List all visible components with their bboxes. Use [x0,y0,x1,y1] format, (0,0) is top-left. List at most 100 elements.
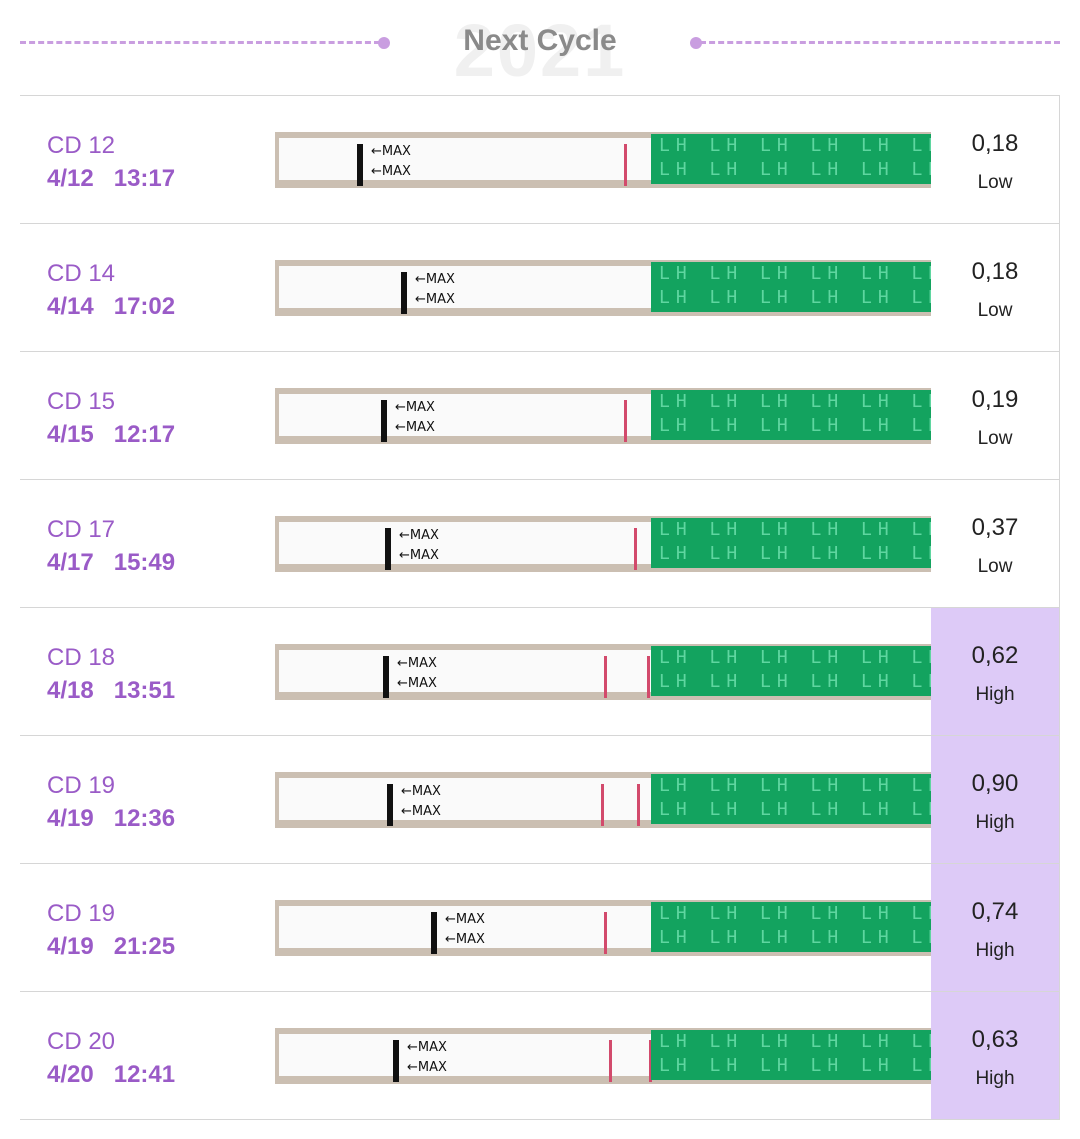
strip-max-mark [401,272,407,314]
test-datetime: 4/17 15:49 [47,549,176,576]
test-row[interactable]: CD 20 4/20 12:41 ←MAX ←MAX LH LH LH LH L… [20,992,1060,1120]
strip-lh-text: LH LH LH LH LH LH LH [659,287,931,308]
strip-max-label: ←MAX [415,272,455,287]
strip-lh-text: LH LH LH LH LH LH LH [659,543,931,564]
lh-value: 0,18 [971,258,1019,285]
cycle-day: CD 20 [47,1028,116,1055]
cycle-day: CD 19 [47,900,116,927]
result-cell: 0,18 Low [931,224,1059,351]
test-strip-photo[interactable]: ←MAX ←MAX LH LH LH LH LH LH LH LH LH LH … [275,772,931,828]
strip-lh-text: LH LH LH LH LH LH LH [659,799,931,820]
strip-lh-text: LH LH LH LH LH LH LH [659,775,931,796]
cycle-day: CD 15 [47,388,116,415]
test-row[interactable]: CD 15 4/15 12:17 ←MAX ←MAX LH LH LH LH L… [20,352,1060,480]
test-row[interactable]: CD 19 4/19 12:36 ←MAX ←MAX LH LH LH LH L… [20,736,1060,864]
test-line-mark [604,656,607,698]
strip-max-mark [387,784,393,826]
result-cell: 0,63 High [931,992,1059,1119]
strip-max-label: ←MAX [371,164,411,179]
strip-body: ←MAX ←MAX [279,650,659,698]
lh-level: Low [977,300,1013,321]
lh-level: High [975,812,1015,833]
test-line-mark [624,400,627,442]
strip-body: ←MAX ←MAX [279,394,659,442]
test-line-mark [649,1040,652,1082]
lh-value: 0,74 [971,898,1019,925]
strip-body: ←MAX ←MAX [279,906,659,954]
test-strip-photo[interactable]: ←MAX ←MAX LH LH LH LH LH LH LH LH LH LH … [275,516,931,572]
cycle-day: CD 12 [47,132,116,159]
result-cell: 0,19 Low [931,352,1059,479]
strip-max-label: ←MAX [415,292,455,307]
strip-max-label: ←MAX [445,932,485,947]
strip-max-label: ←MAX [407,1060,447,1075]
cycle-header: 2021 Next Cycle [0,0,1080,96]
test-strip-photo[interactable]: ←MAX ←MAX LH LH LH LH LH LH LH LH LH LH … [275,388,931,444]
divider-left [20,41,380,44]
test-strip-photo[interactable]: ←MAX ←MAX LH LH LH LH LH LH LH LH LH LH … [275,644,931,700]
strip-body: ←MAX ←MAX [279,778,659,826]
test-row[interactable]: CD 18 4/18 13:51 ←MAX ←MAX LH LH LH LH L… [20,608,1060,736]
strip-lh-band: LH LH LH LH LH LH LH LH LH LH LH LH LH L… [651,1030,931,1080]
strip-max-mark [393,1040,399,1082]
strip-lh-band: LH LH LH LH LH LH LH LH LH LH LH LH LH L… [651,902,931,952]
cycle-day: CD 18 [47,644,116,671]
result-cell: 0,37 Low [931,480,1059,607]
test-list: CD 12 4/12 13:17 ←MAX ←MAX LH LH LH LH L… [20,95,1060,1120]
strip-max-label: ←MAX [397,656,437,671]
strip-lh-text: LH LH LH LH LH LH LH [659,415,931,436]
test-row[interactable]: CD 14 4/14 17:02 ←MAX ←MAX LH LH LH LH L… [20,224,1060,352]
strip-max-label: ←MAX [371,144,411,159]
strip-max-mark [431,912,437,954]
cycle-day: CD 19 [47,772,116,799]
test-row[interactable]: CD 17 4/17 15:49 ←MAX ←MAX LH LH LH LH L… [20,480,1060,608]
lh-value: 0,62 [971,642,1019,669]
test-row[interactable]: CD 19 4/19 21:25 ←MAX ←MAX LH LH LH LH L… [20,864,1060,992]
strip-max-label: ←MAX [401,784,441,799]
lh-value: 0,63 [971,1026,1019,1053]
cycle-day: CD 14 [47,260,116,287]
strip-lh-band: LH LH LH LH LH LH LH LH LH LH LH LH LH L… [651,390,931,440]
strip-lh-text: LH LH LH LH LH LH LH [659,519,931,540]
strip-max-label: ←MAX [399,548,439,563]
test-strip-photo[interactable]: ←MAX ←MAX LH LH LH LH LH LH LH LH LH LH … [275,260,931,316]
test-strip-photo[interactable]: ←MAX ←MAX LH LH LH LH LH LH LH LH LH LH … [275,900,931,956]
strip-max-mark [381,400,387,442]
test-row[interactable]: CD 12 4/12 13:17 ←MAX ←MAX LH LH LH LH L… [20,96,1060,224]
strip-lh-text: LH LH LH LH LH LH LH [659,927,931,948]
strip-lh-band: LH LH LH LH LH LH LH LH LH LH LH LH LH L… [651,774,931,824]
test-datetime: 4/14 17:02 [47,293,176,320]
strip-max-mark [385,528,391,570]
lh-level: High [975,940,1015,961]
strip-max-label: ←MAX [401,804,441,819]
lh-level: Low [977,556,1013,577]
test-datetime: 4/20 12:41 [47,1061,176,1088]
test-datetime: 4/12 13:17 [47,165,176,192]
strip-max-label: ←MAX [407,1040,447,1055]
strip-lh-text: LH LH LH LH LH LH LH [659,1031,931,1052]
test-line-mark [609,1040,612,1082]
test-line-mark [637,784,640,826]
test-datetime: 4/19 12:36 [47,805,176,832]
lh-level: High [975,1068,1015,1089]
strip-lh-band: LH LH LH LH LH LH LH LH LH LH LH LH LH L… [651,518,931,568]
strip-lh-band: LH LH LH LH LH LH LH LH LH LH LH LH LH L… [651,646,931,696]
strip-body: ←MAX ←MAX [279,266,659,314]
strip-lh-text: LH LH LH LH LH LH LH [659,263,931,284]
test-line-mark [604,912,607,954]
strip-body: ←MAX ←MAX [279,1034,659,1082]
strip-lh-band: LH LH LH LH LH LH LH LH LH LH LH LH LH L… [651,262,931,312]
year-watermark: 2021 [453,9,627,92]
test-line-mark [624,144,627,186]
test-strip-photo[interactable]: ←MAX ←MAX LH LH LH LH LH LH LH LH LH LH … [275,1028,931,1084]
next-cycle-title[interactable]: Next Cycle [463,24,617,57]
strip-lh-text: LH LH LH LH LH LH LH [659,903,931,924]
test-line-mark [647,656,650,698]
test-datetime: 4/15 12:17 [47,421,176,448]
result-cell: 0,90 High [931,736,1059,863]
result-cell: 0,62 High [931,608,1059,735]
strip-lh-text: LH LH LH LH LH LH LH [659,647,931,668]
lh-value: 0,19 [971,386,1019,413]
test-strip-photo[interactable]: ←MAX ←MAX LH LH LH LH LH LH LH LH LH LH … [275,132,931,188]
divider-dot-right [690,37,702,49]
